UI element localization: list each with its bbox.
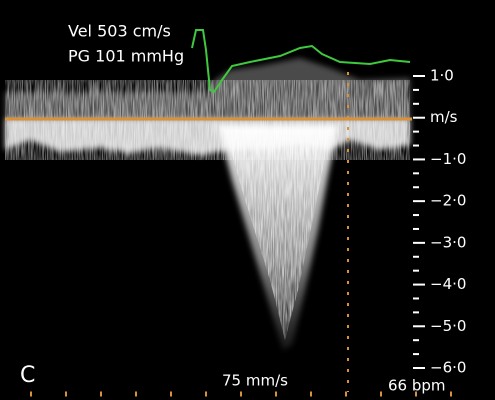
scale-label: −1·0 [430, 150, 466, 168]
scale-label: −5·0 [430, 317, 466, 335]
velocity-readout: Vel 503 cm/s [68, 22, 171, 41]
scale-label: −4·0 [430, 275, 466, 293]
readout-box [0, 0, 205, 90]
scale-label: m/s [430, 108, 458, 126]
panel-label: C [20, 363, 35, 388]
scale-label: −6·0 [430, 359, 466, 377]
scale-label: −2·0 [430, 192, 466, 210]
envelope-speckle [225, 130, 330, 340]
ecg-trace [191, 29, 411, 94]
heart-rate: 66 bpm [388, 377, 446, 395]
velocity-scale: 1·0 m/s −1·0 −2·0 −3·0 −4·0 −5·0 −6·0 [413, 67, 466, 377]
sweep-speed: 75 mm/s [222, 372, 288, 390]
scale-label: −3·0 [430, 233, 466, 251]
gradient-readout: PG 101 mmHg [68, 47, 184, 66]
scale-label: 1·0 [430, 67, 454, 85]
